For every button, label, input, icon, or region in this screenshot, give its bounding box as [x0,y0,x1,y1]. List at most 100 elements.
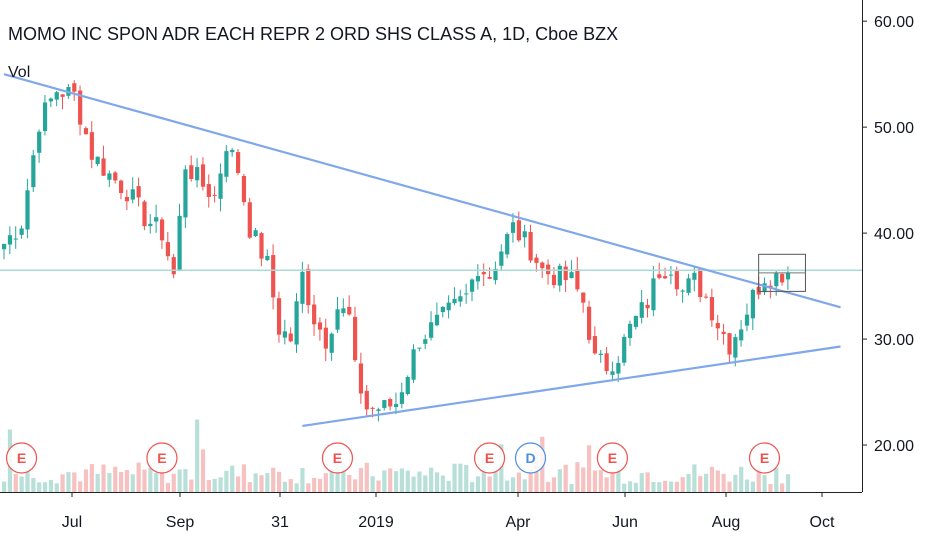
candle-body [575,269,580,290]
volume-bar [364,462,369,492]
candle-body [341,308,346,314]
volume-bar [429,467,434,492]
candle-body [551,274,557,286]
candle-body [218,173,223,199]
volume-bar [312,477,317,492]
candle-body [405,376,410,394]
candle-body [581,292,586,303]
volume-bar [405,470,410,492]
candle-body [499,251,504,266]
candle-body [704,296,709,298]
candle-body [768,285,773,288]
candle-body [200,164,206,187]
candle-body [645,304,650,309]
candle-body [206,184,211,197]
candle-body [323,327,328,349]
y-tick-label: 40.00 [874,226,914,243]
candlesticks [2,80,791,422]
volume-bar [218,477,223,492]
y-tick-label: 50.00 [874,120,914,137]
candle-body [136,186,141,198]
volume-bar [750,481,755,492]
x-tick-label: Sep [166,514,195,531]
volume-bar [768,483,773,492]
candle-body [698,268,703,297]
candle-body [744,314,750,326]
candle-body [674,271,679,290]
volume-bar [598,470,603,492]
x-tick-label: Jun [612,514,638,531]
candle-body [54,92,59,100]
volume-bar [505,480,510,492]
candle-body [271,255,276,298]
candle-body [165,242,170,257]
volume-bar [393,471,399,492]
volume-bar [610,470,615,492]
candle-body [639,302,644,318]
volume-bar [698,476,703,492]
volume-bar [42,482,48,492]
candle-body [177,215,182,271]
candle-body [423,339,428,344]
candle-body [546,264,551,275]
candle-body [458,296,463,302]
volume-bar [78,481,83,492]
volume-bar [13,474,18,492]
chart-title: MOMO INC SPON ADR EACH REPR 2 ORD SHS CL… [8,24,619,44]
trendline-lower [302,345,841,428]
candle-body [633,315,638,327]
candle-body [353,316,358,361]
earnings-marker [473,442,506,474]
volume-bar [276,471,282,492]
volume-bar [452,463,457,492]
candle-body [265,255,270,261]
candle-body [709,297,715,321]
volume-bar [522,479,527,492]
candle-body [598,353,603,355]
price-axis-panel [862,0,932,550]
time-axis-panel [0,492,932,550]
volume-bar [253,473,258,492]
volume-bar [563,464,568,492]
candle-body [37,131,42,153]
candle-body [183,169,188,218]
candle-body [142,201,147,227]
volume-bar [651,482,656,492]
y-tick-label: 20.00 [874,438,914,455]
candle-body [762,283,767,293]
candle-body [113,172,118,181]
candle-body [592,336,598,354]
candle-body [212,194,217,196]
candle-body [107,173,112,180]
volume-bar [148,467,153,492]
volume-bar [195,419,200,492]
candle-body [510,222,516,233]
candle-body [189,165,194,179]
volume-bar [323,473,328,492]
volume-bar [154,472,159,492]
volume-bar [411,476,416,492]
volume-bar [300,467,305,492]
volume-bar [575,462,580,492]
volume-bar [183,469,188,492]
volume-bar [271,467,276,492]
volume-bar [604,477,609,492]
candle-body [785,272,791,280]
candle-body [780,273,785,283]
candle-body [493,268,498,281]
candle-body [276,298,282,335]
volume-bar [569,483,574,492]
volume-bar [60,474,65,492]
candle-body [335,309,340,330]
volume-bar [434,472,440,492]
volume-bar [66,472,71,492]
dividend-marker [514,442,547,474]
volume-bar [95,473,100,492]
volume-bar [592,470,598,492]
volume-bar [674,481,679,492]
candle-body [148,223,153,227]
candle-body [347,306,352,315]
candle-body [522,231,527,238]
